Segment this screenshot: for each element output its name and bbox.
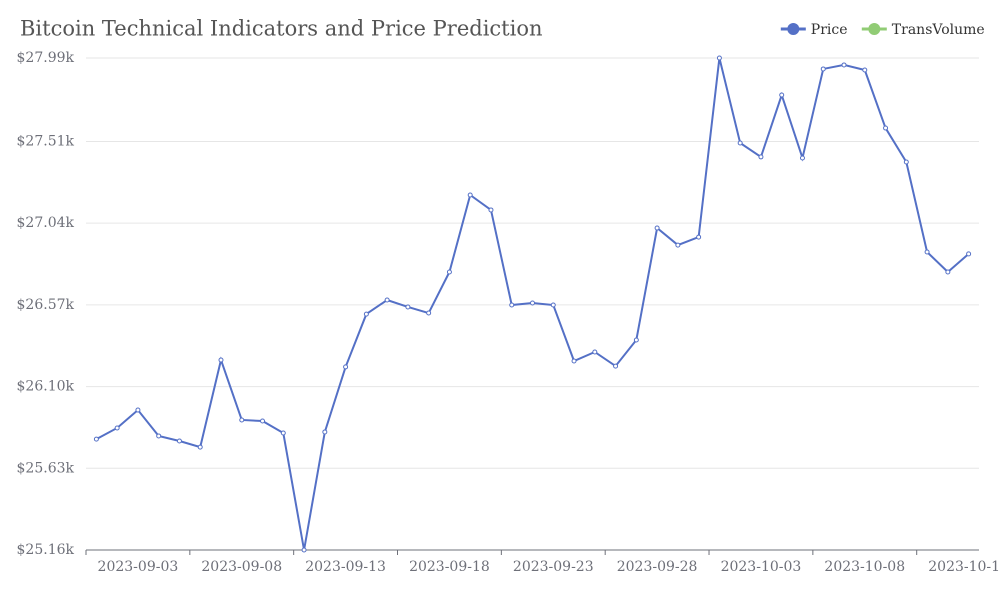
- point: [301, 547, 307, 553]
- point: [820, 66, 826, 72]
- point: [322, 429, 328, 435]
- legend-dot: [787, 23, 800, 35]
- point: [966, 251, 972, 257]
- point: [737, 140, 743, 146]
- point: [426, 310, 432, 316]
- x-tick-label: 2023-09-28: [617, 559, 698, 575]
- point: [758, 154, 764, 160]
- point: [363, 311, 369, 317]
- point: [862, 67, 868, 73]
- legend-label: Price: [811, 22, 848, 38]
- point: [280, 430, 286, 436]
- x-tick-label: 2023-09-03: [98, 559, 179, 575]
- point: [467, 192, 473, 198]
- x-tick-label: 2023-10-08: [824, 559, 905, 575]
- y-tick-label: $25.16k: [17, 542, 75, 558]
- y-tick-label: $26.10k: [17, 379, 75, 395]
- point: [633, 337, 639, 343]
- point: [239, 417, 245, 423]
- x-tick-label: 2023-09-13: [305, 559, 386, 575]
- point: [156, 433, 162, 439]
- point: [571, 358, 577, 364]
- point: [924, 249, 930, 255]
- legend-label: TransVolume: [892, 22, 985, 38]
- point: [841, 62, 847, 68]
- point: [654, 225, 660, 231]
- point: [197, 444, 203, 450]
- point: [716, 55, 722, 61]
- y-tick-label: $26.57k: [17, 297, 75, 313]
- legend-dot: [868, 23, 881, 35]
- y-tick-label: $27.51k: [17, 133, 75, 149]
- point: [218, 357, 224, 363]
- y-tick-label: $25.63k: [17, 460, 75, 476]
- point: [675, 242, 681, 248]
- point: [343, 364, 349, 370]
- point: [384, 297, 390, 303]
- point: [613, 363, 619, 369]
- x-tick-label: 2023-09-18: [409, 559, 490, 575]
- point: [530, 300, 535, 306]
- point: [135, 407, 141, 413]
- point: [945, 269, 951, 275]
- point: [446, 269, 452, 275]
- y-tick-label: $27.04k: [17, 215, 75, 231]
- point: [405, 304, 411, 310]
- point: [260, 418, 266, 424]
- point: [883, 125, 889, 131]
- x-tick-label: 2023-09-23: [513, 559, 594, 575]
- point: [176, 438, 182, 444]
- point: [696, 234, 702, 240]
- x-tick-label: 2023-09-08: [201, 559, 282, 575]
- point: [592, 349, 598, 355]
- point: [799, 155, 805, 161]
- chart-title: Bitcoin Technical Indicators and Price P…: [20, 17, 543, 41]
- point: [488, 207, 494, 213]
- point: [114, 425, 120, 431]
- point: [903, 159, 909, 165]
- x-tick-label: 2023-10-03: [721, 559, 802, 575]
- y-tick-label: $27.99k: [17, 50, 75, 66]
- point: [550, 302, 556, 308]
- point: [779, 92, 785, 98]
- point: [509, 302, 515, 308]
- x-tick-label: 2023-10-13: [928, 559, 1000, 575]
- point: [93, 436, 99, 442]
